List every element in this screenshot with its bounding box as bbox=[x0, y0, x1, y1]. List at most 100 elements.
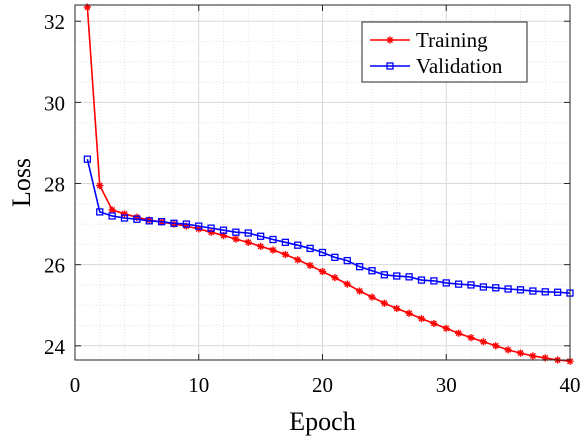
point-validation-2 bbox=[96, 208, 104, 216]
point-training-3-stroke-135 bbox=[109, 206, 116, 213]
point-validation-36 bbox=[516, 286, 525, 294]
point-training-30-stroke-135 bbox=[443, 325, 450, 332]
x-tick-label-30: 30 bbox=[436, 373, 457, 397]
point-training-15 bbox=[257, 242, 265, 250]
point-validation-38 bbox=[541, 288, 549, 296]
point-training-17 bbox=[281, 250, 289, 259]
point-training-26-stroke-135 bbox=[393, 305, 400, 312]
point-training-14-stroke-135 bbox=[245, 239, 252, 246]
y-tick-label-32: 32 bbox=[44, 10, 65, 34]
point-validation-7 bbox=[157, 218, 166, 226]
point-training-29 bbox=[430, 319, 438, 328]
point-validation-27 bbox=[405, 273, 413, 281]
point-training-17-stroke-135 bbox=[282, 251, 289, 258]
point-training-19-stroke-135 bbox=[307, 262, 314, 269]
point-validation-10 bbox=[195, 222, 203, 230]
point-training-15-stroke-135 bbox=[257, 243, 264, 250]
point-validation-26 bbox=[393, 272, 401, 280]
legend-entry-validation: Validation bbox=[370, 54, 503, 78]
point-validation-6 bbox=[145, 217, 153, 225]
point-validation-8 bbox=[170, 219, 178, 227]
point-training-40 bbox=[566, 357, 574, 365]
point-training-28-stroke-135 bbox=[418, 315, 425, 322]
point-training-16 bbox=[269, 246, 277, 254]
point-validation-30 bbox=[442, 279, 450, 287]
series-layer bbox=[83, 3, 574, 365]
point-training-35 bbox=[504, 346, 512, 354]
point-training-20 bbox=[318, 267, 327, 276]
point-training-2 bbox=[96, 181, 104, 190]
legend-label-training: Training bbox=[416, 28, 488, 52]
point-training-36-stroke-135 bbox=[517, 350, 524, 357]
point-training-18-stroke-135 bbox=[294, 256, 301, 263]
point-validation-4 bbox=[120, 214, 129, 222]
x-tick-label-10: 10 bbox=[188, 373, 209, 397]
point-training-21 bbox=[331, 274, 339, 282]
point-validation-29 bbox=[430, 277, 438, 285]
point-validation-11 bbox=[207, 224, 215, 232]
legend-entry-training: Training bbox=[370, 28, 488, 52]
legend-label-validation: Validation bbox=[416, 54, 503, 78]
point-validation-22 bbox=[343, 256, 351, 265]
y-axis-label: Loss bbox=[7, 158, 36, 207]
point-validation-37 bbox=[529, 287, 537, 295]
legend-marker-shape-training-stroke-135 bbox=[386, 36, 394, 44]
point-validation-5 bbox=[133, 215, 141, 223]
legend-marker-training bbox=[386, 36, 394, 44]
y-tick-label-28: 28 bbox=[44, 173, 65, 197]
point-validation-15 bbox=[256, 232, 265, 240]
point-training-37-stroke-135 bbox=[529, 352, 536, 359]
point-validation-19 bbox=[306, 244, 314, 253]
point-training-27-stroke-135 bbox=[406, 310, 413, 317]
minor-grid bbox=[75, 5, 570, 360]
point-validation-31 bbox=[454, 280, 463, 288]
y-tick-label-26: 26 bbox=[44, 254, 65, 278]
legend-box bbox=[361, 21, 528, 83]
point-validation-34 bbox=[492, 284, 500, 292]
point-validation-35 bbox=[504, 285, 512, 293]
point-validation-1 bbox=[83, 155, 92, 163]
legend-marker-shape-validation bbox=[386, 62, 394, 70]
point-training-23 bbox=[356, 287, 364, 295]
point-training-24-stroke-135 bbox=[368, 294, 376, 301]
y-tick-label-24: 24 bbox=[44, 335, 66, 359]
point-validation-28 bbox=[417, 276, 426, 284]
point-training-25 bbox=[380, 299, 388, 307]
point-validation-39 bbox=[553, 288, 562, 296]
point-validation-18 bbox=[294, 241, 302, 249]
point-training-14 bbox=[244, 238, 252, 246]
point-training-23-stroke-135 bbox=[356, 287, 363, 295]
point-training-32 bbox=[467, 334, 475, 342]
point-training-34-stroke-135 bbox=[492, 342, 499, 349]
point-validation-33 bbox=[479, 283, 488, 291]
point-validation-14 bbox=[244, 229, 252, 237]
point-training-35-stroke-135 bbox=[505, 346, 512, 353]
point-validation-20 bbox=[318, 248, 327, 257]
legend-marker-shape-training bbox=[386, 36, 394, 44]
point-training-36 bbox=[516, 349, 525, 357]
point-training-34 bbox=[492, 342, 500, 350]
point-training-13-stroke-135 bbox=[232, 236, 239, 243]
x-tick-label-20: 20 bbox=[312, 373, 333, 397]
legend-marker-validation bbox=[386, 62, 394, 70]
point-validation-12 bbox=[219, 226, 228, 234]
y-tick-label-30: 30 bbox=[44, 91, 65, 115]
point-training-26 bbox=[393, 304, 401, 313]
point-training-18 bbox=[294, 256, 302, 264]
point-validation-32 bbox=[467, 281, 475, 289]
tick-labels: 0 10 20 30 40 24 26 28 30 32 bbox=[44, 10, 581, 397]
point-validation-13 bbox=[232, 228, 240, 236]
point-training-3 bbox=[108, 206, 116, 214]
point-training-31 bbox=[455, 329, 463, 337]
legend: Training Validation bbox=[361, 21, 528, 83]
point-training-24 bbox=[368, 293, 376, 301]
x-tick-label-0: 0 bbox=[70, 373, 81, 397]
point-training-21-stroke-135 bbox=[331, 274, 338, 281]
series-markers-validation bbox=[83, 155, 574, 297]
point-training-25-stroke-135 bbox=[381, 300, 388, 307]
point-training-32-stroke-135 bbox=[467, 334, 475, 341]
point-training-40-stroke-135 bbox=[566, 358, 574, 365]
series-line-validation bbox=[86, 158, 571, 294]
point-training-30 bbox=[442, 324, 450, 332]
